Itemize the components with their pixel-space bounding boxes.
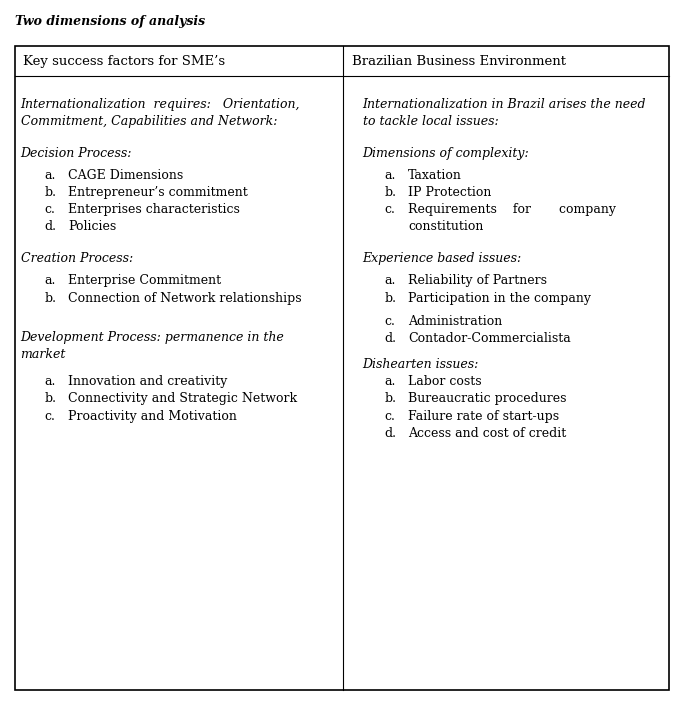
Text: Contador-Commercialista: Contador-Commercialista xyxy=(408,332,571,345)
Text: constitution: constitution xyxy=(408,220,484,233)
Text: d.: d. xyxy=(384,332,397,345)
Text: Proactivity and Motivation: Proactivity and Motivation xyxy=(68,410,237,422)
Text: to tackle local issues:: to tackle local issues: xyxy=(363,115,498,128)
Text: d.: d. xyxy=(44,220,57,233)
Text: Enterprises characteristics: Enterprises characteristics xyxy=(68,203,240,216)
Text: IP Protection: IP Protection xyxy=(408,186,492,199)
Text: Experience based issues:: Experience based issues: xyxy=(363,252,522,265)
Text: Decision Process:: Decision Process: xyxy=(21,147,132,160)
Text: a.: a. xyxy=(44,274,56,287)
Text: Connectivity and Strategic Network: Connectivity and Strategic Network xyxy=(68,392,298,405)
Text: market: market xyxy=(21,348,66,361)
Text: Requirements    for       company: Requirements for company xyxy=(408,203,616,216)
Text: Policies: Policies xyxy=(68,220,117,233)
Text: Dimensions of complexity:: Dimensions of complexity: xyxy=(363,147,529,160)
Text: Internationalization in Brazil arises the need: Internationalization in Brazil arises th… xyxy=(363,98,646,111)
Text: c.: c. xyxy=(384,315,395,328)
Text: Commitment, Capabilities and Network:: Commitment, Capabilities and Network: xyxy=(21,115,277,128)
Text: Administration: Administration xyxy=(408,315,503,328)
Text: Entrepreneur’s commitment: Entrepreneur’s commitment xyxy=(68,186,248,199)
Text: b.: b. xyxy=(384,186,397,199)
Text: Internationalization  requires:   Orientation,: Internationalization requires: Orientati… xyxy=(21,98,300,111)
Text: Innovation and creativity: Innovation and creativity xyxy=(68,375,228,388)
Text: b.: b. xyxy=(44,292,57,304)
Text: b.: b. xyxy=(44,392,57,405)
Text: Creation Process:: Creation Process: xyxy=(21,252,133,265)
Text: Development Process: permanence in the: Development Process: permanence in the xyxy=(21,331,285,344)
Text: b.: b. xyxy=(384,292,397,304)
Text: Connection of Network relationships: Connection of Network relationships xyxy=(68,292,302,304)
Text: c.: c. xyxy=(44,203,55,216)
Text: Dishearten issues:: Dishearten issues: xyxy=(363,358,479,370)
Text: c.: c. xyxy=(44,410,55,422)
Text: a.: a. xyxy=(44,375,56,388)
Text: a.: a. xyxy=(384,274,396,287)
Text: Failure rate of start-ups: Failure rate of start-ups xyxy=(408,410,560,422)
Text: Key success factors for SME’s: Key success factors for SME’s xyxy=(23,55,226,68)
Text: c.: c. xyxy=(384,203,395,216)
Text: d.: d. xyxy=(384,427,397,439)
Text: b.: b. xyxy=(384,392,397,405)
Text: Taxation: Taxation xyxy=(408,169,462,182)
Text: a.: a. xyxy=(384,169,396,182)
Text: a.: a. xyxy=(44,169,56,182)
Text: Participation in the company: Participation in the company xyxy=(408,292,592,304)
Text: a.: a. xyxy=(384,375,396,388)
Text: Labor costs: Labor costs xyxy=(408,375,482,388)
Text: Bureaucratic procedures: Bureaucratic procedures xyxy=(408,392,567,405)
Text: c.: c. xyxy=(384,410,395,422)
Text: Two dimensions of analysis: Two dimensions of analysis xyxy=(15,16,205,28)
Text: Brazilian Business Environment: Brazilian Business Environment xyxy=(352,55,566,68)
Text: Reliability of Partners: Reliability of Partners xyxy=(408,274,547,287)
Text: Access and cost of credit: Access and cost of credit xyxy=(408,427,566,439)
Text: CAGE Dimensions: CAGE Dimensions xyxy=(68,169,183,182)
Text: b.: b. xyxy=(44,186,57,199)
Text: Enterprise Commitment: Enterprise Commitment xyxy=(68,274,222,287)
